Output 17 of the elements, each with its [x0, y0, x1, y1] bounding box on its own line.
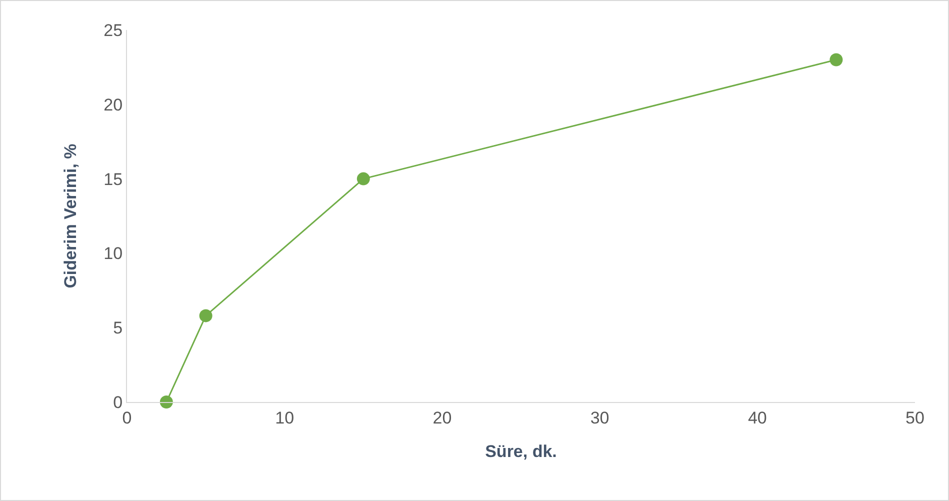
x-tick-label: 10 [275, 408, 294, 428]
x-tick-label: 40 [748, 408, 767, 428]
y-tick-label: 25 [104, 20, 123, 40]
y-tick-label: 5 [113, 318, 123, 338]
point [830, 53, 843, 66]
x-tick-label: 30 [590, 408, 610, 428]
x-axis-title: Süre, dk. [485, 442, 557, 461]
point [356, 172, 370, 186]
y-axis-title: Giderim Verimi, % [61, 144, 80, 288]
y-tick-label: 20 [104, 95, 123, 114]
y-tick-label: 10 [104, 244, 123, 264]
point [199, 309, 212, 322]
x-tick-label: 50 [906, 408, 924, 428]
y-tick-label: 15 [104, 170, 123, 189]
point [160, 396, 173, 408]
y-tick-label: 0 [113, 392, 123, 412]
x-tick-label: 20 [432, 408, 452, 428]
